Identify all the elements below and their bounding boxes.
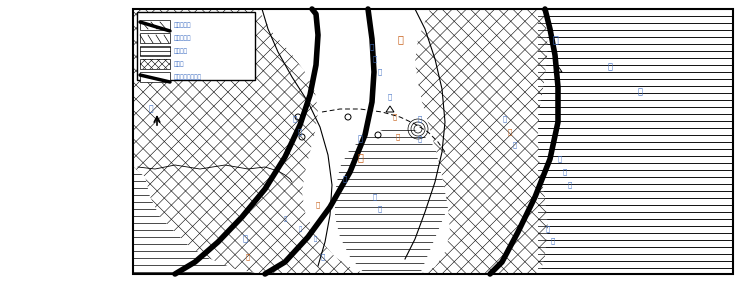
- Text: 故: 故: [552, 34, 558, 44]
- Polygon shape: [133, 167, 260, 274]
- Text: 新: 新: [293, 116, 297, 122]
- Polygon shape: [538, 9, 733, 274]
- Text: 四: 四: [607, 63, 613, 71]
- Text: 龙: 龙: [370, 44, 374, 50]
- Bar: [140, 20, 170, 30]
- Text: 地层界线: 地层界线: [174, 48, 188, 54]
- Text: 棱: 棱: [298, 226, 302, 232]
- Text: 原: 原: [357, 152, 363, 162]
- Text: 地: 地: [551, 238, 555, 244]
- Text: 背斜轴: 背斜轴: [174, 61, 184, 67]
- Text: 北: 北: [149, 104, 154, 113]
- Text: 震: 震: [246, 254, 250, 260]
- Text: 裂: 裂: [563, 169, 567, 175]
- Bar: [140, 72, 170, 82]
- Text: 泉: 泉: [508, 129, 512, 135]
- Polygon shape: [538, 9, 733, 274]
- Text: 成: 成: [396, 134, 400, 140]
- Text: 都: 都: [418, 136, 422, 142]
- Bar: [140, 46, 170, 56]
- Text: 地: 地: [321, 254, 325, 260]
- Text: 堰: 堰: [418, 116, 422, 122]
- Text: 盆: 盆: [546, 226, 550, 232]
- Text: 山: 山: [513, 142, 517, 148]
- Text: 山: 山: [313, 236, 317, 242]
- Text: 津: 津: [298, 129, 302, 135]
- Text: 成: 成: [397, 34, 403, 44]
- Polygon shape: [258, 9, 450, 274]
- Text: 山: 山: [378, 206, 382, 212]
- Text: 带: 带: [568, 182, 572, 188]
- Text: 江: 江: [393, 114, 397, 120]
- Text: 丹: 丹: [283, 216, 287, 222]
- Text: 地: 地: [243, 234, 247, 243]
- Text: 原: 原: [316, 202, 320, 208]
- Text: 断: 断: [558, 156, 562, 162]
- Text: 眉: 眉: [373, 194, 377, 200]
- Bar: [133, 9, 733, 274]
- Polygon shape: [335, 127, 448, 274]
- Text: 逆断层及走向断层: 逆断层及走向断层: [174, 74, 202, 80]
- Text: 压扭性断层: 压扭性断层: [174, 35, 192, 41]
- Bar: [133, 9, 733, 274]
- Bar: [137, 12, 255, 80]
- Text: 山: 山: [378, 69, 382, 75]
- Text: 都: 都: [388, 94, 392, 100]
- Text: 龙: 龙: [503, 116, 507, 122]
- Text: 川: 川: [637, 88, 643, 96]
- Polygon shape: [133, 167, 260, 274]
- Text: 平: 平: [357, 135, 363, 144]
- Bar: [140, 33, 170, 43]
- Text: 门: 门: [373, 56, 377, 62]
- Text: 断层破碎带: 断层破碎带: [174, 22, 192, 28]
- Text: 塬: 塬: [343, 176, 347, 182]
- Bar: [140, 59, 170, 69]
